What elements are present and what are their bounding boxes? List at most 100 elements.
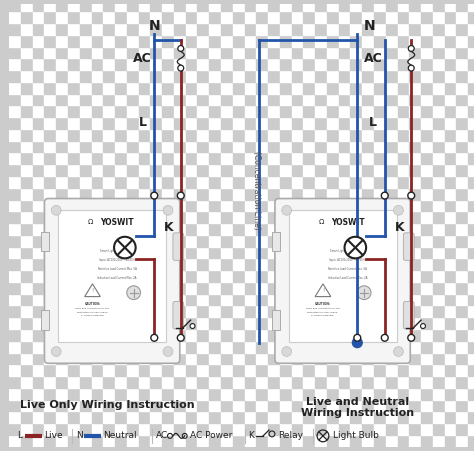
Bar xyxy=(409,329,421,341)
Bar xyxy=(68,388,80,400)
Bar xyxy=(198,152,209,164)
Bar xyxy=(9,235,21,247)
Bar xyxy=(221,305,233,317)
Circle shape xyxy=(178,65,184,71)
Bar xyxy=(256,353,268,364)
Bar xyxy=(233,35,245,46)
Text: K: K xyxy=(248,431,255,440)
Bar xyxy=(327,199,338,211)
Bar xyxy=(245,247,256,258)
Bar xyxy=(221,94,233,106)
Bar xyxy=(186,58,198,70)
Bar xyxy=(362,82,374,94)
Bar xyxy=(127,235,138,247)
Bar xyxy=(374,70,386,82)
Circle shape xyxy=(114,237,136,258)
Bar xyxy=(9,188,21,199)
Bar xyxy=(303,117,315,129)
Bar xyxy=(162,129,174,141)
Bar xyxy=(456,82,468,94)
Bar xyxy=(186,164,198,176)
Bar xyxy=(303,141,315,152)
Bar xyxy=(289,210,397,342)
Bar xyxy=(103,435,115,446)
Bar xyxy=(9,117,21,129)
Bar xyxy=(138,11,150,23)
Bar xyxy=(268,258,280,270)
Bar xyxy=(327,364,338,376)
Bar xyxy=(445,235,456,247)
Bar xyxy=(127,388,138,400)
Circle shape xyxy=(354,334,361,341)
Bar xyxy=(245,46,256,58)
Bar xyxy=(456,0,468,11)
Bar xyxy=(174,152,186,164)
Bar xyxy=(338,353,350,364)
Bar xyxy=(245,176,256,188)
Bar xyxy=(327,305,338,317)
Bar xyxy=(398,270,409,282)
Bar xyxy=(303,258,315,270)
Bar xyxy=(398,106,409,117)
Bar xyxy=(256,376,268,388)
Bar xyxy=(398,423,409,435)
Bar xyxy=(233,164,245,176)
Bar xyxy=(115,129,127,141)
Bar xyxy=(303,11,315,23)
Bar xyxy=(9,435,21,446)
Bar xyxy=(68,141,80,152)
Bar xyxy=(280,400,292,411)
Bar xyxy=(221,11,233,23)
Bar xyxy=(198,188,209,199)
Bar xyxy=(256,258,268,270)
Bar xyxy=(362,294,374,305)
Bar xyxy=(209,400,221,411)
Bar xyxy=(174,11,186,23)
Bar xyxy=(456,70,468,82)
Bar xyxy=(174,82,186,94)
Bar xyxy=(138,294,150,305)
Bar xyxy=(456,411,468,423)
Bar xyxy=(233,353,245,364)
Bar xyxy=(21,411,33,423)
Bar xyxy=(421,423,433,435)
Bar xyxy=(409,82,421,94)
Bar xyxy=(33,223,45,235)
Bar xyxy=(398,376,409,388)
Bar xyxy=(338,106,350,117)
Bar xyxy=(103,400,115,411)
Bar xyxy=(468,129,474,141)
Bar xyxy=(103,164,115,176)
Bar xyxy=(386,11,398,23)
Bar xyxy=(198,282,209,294)
Bar xyxy=(91,23,103,35)
Bar xyxy=(374,317,386,329)
Bar xyxy=(33,270,45,282)
Bar xyxy=(91,152,103,164)
Bar xyxy=(103,11,115,23)
Bar xyxy=(327,353,338,364)
Bar xyxy=(150,176,162,188)
Bar xyxy=(456,199,468,211)
Bar xyxy=(256,94,268,106)
Bar xyxy=(80,364,91,376)
Bar xyxy=(209,423,221,435)
Bar xyxy=(127,82,138,94)
Bar xyxy=(56,188,68,199)
Bar xyxy=(174,164,186,176)
Bar xyxy=(150,270,162,282)
Bar xyxy=(162,35,174,46)
Bar xyxy=(21,353,33,364)
Bar xyxy=(162,164,174,176)
Bar xyxy=(221,211,233,223)
Bar xyxy=(221,188,233,199)
Bar xyxy=(362,411,374,423)
Bar xyxy=(68,364,80,376)
Bar xyxy=(292,235,303,247)
Bar xyxy=(338,129,350,141)
Bar xyxy=(209,11,221,23)
Bar xyxy=(409,46,421,58)
Bar xyxy=(56,94,68,106)
Bar xyxy=(186,305,198,317)
Bar xyxy=(468,388,474,400)
